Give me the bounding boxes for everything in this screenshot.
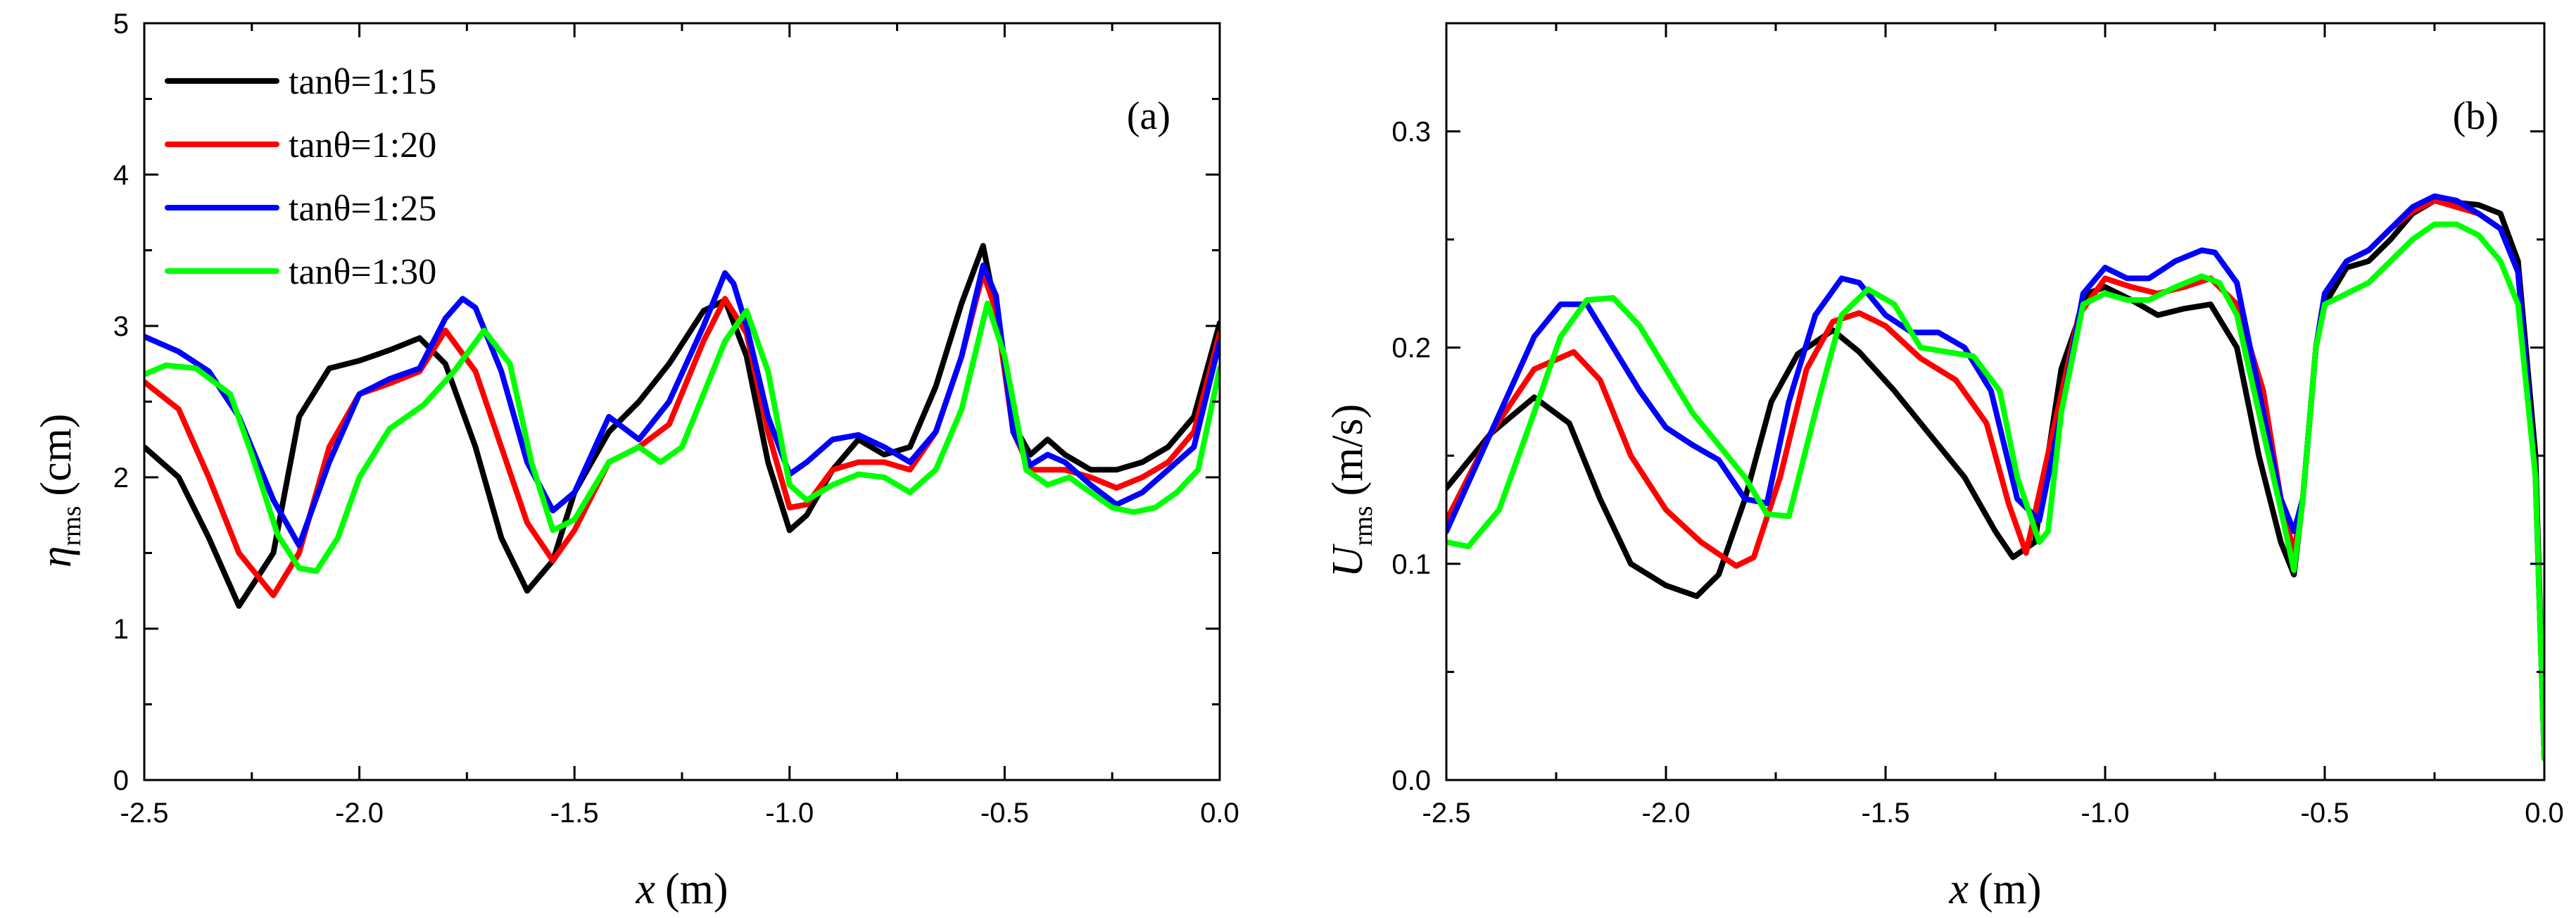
panel-a-x-tick-label: -2.0: [335, 798, 384, 829]
panel-b-tag: (b): [2453, 94, 2499, 138]
legend-label-1-30: tanθ=1:30: [289, 252, 436, 292]
panel-a-y-tick-label: 1: [113, 614, 129, 645]
panel-a-x-tick-label: -1.5: [550, 798, 599, 829]
legend-label-1-15: tanθ=1:15: [289, 62, 436, 102]
panel-a-x-axis-unit: (m): [665, 865, 728, 913]
panel-a-series-tan-1-30: [144, 300, 1220, 574]
panel-b-series-tan-1-30: [1446, 221, 2544, 762]
panel-a-y-axis-unit: (cm): [32, 414, 80, 496]
panel-a-x-tick-label: -1.0: [765, 798, 814, 829]
panel-b-x-tick-label: -2.5: [1422, 798, 1471, 829]
panel-b-x-axis-unit: (m): [1978, 865, 2042, 913]
panel-b-y-axis-symbol: U: [1324, 543, 1372, 577]
panel-b-y-tick-label: 0.0: [1391, 765, 1431, 796]
legend-label-1-25: tanθ=1:25: [289, 189, 436, 229]
panel-a-y-tick-label: 3: [113, 311, 129, 342]
panel-a-tag: (a): [1127, 94, 1170, 138]
panel-a: -2.5 -2.0 -1.5 -1.0 -0.5 0.0 0 1 2 3 4 5 (a) ηrms (c…: [32, 8, 1239, 913]
panel-a-x-tick-label: 0.0: [1200, 798, 1239, 829]
panel-b-y-tick-label: 0.2: [1391, 333, 1431, 364]
panel-b-x-tick-label: -0.5: [2301, 798, 2349, 829]
panel-a-y-axis-subscript: rms: [57, 506, 87, 546]
panel-a-y-tick-label: 0: [113, 765, 129, 796]
legend: tanθ=1:15 tanθ=1:20 tanθ=1:25 tanθ=1:30: [165, 62, 436, 292]
panel-b-series-tan-1-15: [1446, 197, 2544, 762]
panel-b-ticks: -2.5 -2.0 -1.5 -1.0 -0.5 0.0 0.0 0.1 0.2 0.3: [1391, 23, 2564, 829]
panel-a-series: [144, 243, 1220, 609]
panel-a-series-tan-1-25: [144, 263, 1220, 548]
panel-a-series-tan-1-15: [144, 243, 1220, 609]
panel-b-y-axis-title: Urms (m/s): [1324, 404, 1378, 578]
panel-b-x-axis-title: x (m): [1948, 865, 2041, 913]
panel-b-x-tick-label: -2.0: [1642, 798, 1691, 829]
panel-a-x-axis-title: x (m): [635, 865, 728, 913]
panel-b-y-axis-subscript: rms: [1349, 506, 1378, 546]
panel-a-x-tick-label: -0.5: [980, 798, 1029, 829]
panel-a-y-tick-label: 5: [113, 8, 129, 39]
panel-a-ticks: -2.5 -2.0 -1.5 -1.0 -0.5 0.0 0 1 2 3 4 5: [113, 8, 1239, 829]
panel-b-series: [1446, 193, 2544, 762]
panel-b-series-tan-1-25: [1446, 193, 2544, 762]
panel-b-y-tick-label: 0.3: [1391, 117, 1431, 148]
panel-a-y-axis-symbol: η: [32, 546, 80, 568]
panel-b-x-tick-label: -1.5: [1862, 798, 1910, 829]
panel-b-y-axis-unit: (m/s): [1324, 404, 1372, 496]
legend-label-1-20: tanθ=1:20: [289, 125, 436, 165]
panel-b-y-tick-label: 0.1: [1391, 549, 1431, 580]
panel-a-x-tick-label: -2.5: [120, 798, 169, 829]
panel-b-x-tick-label: -1.0: [2081, 798, 2130, 829]
panel-b-x-tick-label: 0.0: [2525, 798, 2564, 829]
panel-a-x-axis-symbol: x: [635, 865, 655, 913]
panel-a-y-axis-title: ηrms (cm): [32, 414, 87, 568]
panel-a-y-tick-label: 2: [113, 463, 129, 493]
panel-a-y-tick-label: 4: [113, 160, 129, 191]
panel-b-x-axis-symbol: x: [1948, 865, 1969, 913]
panel-b: -2.5 -2.0 -1.5 -1.0 -0.5 0.00.00.10.20.3 (b) …: [1324, 22, 2564, 913]
